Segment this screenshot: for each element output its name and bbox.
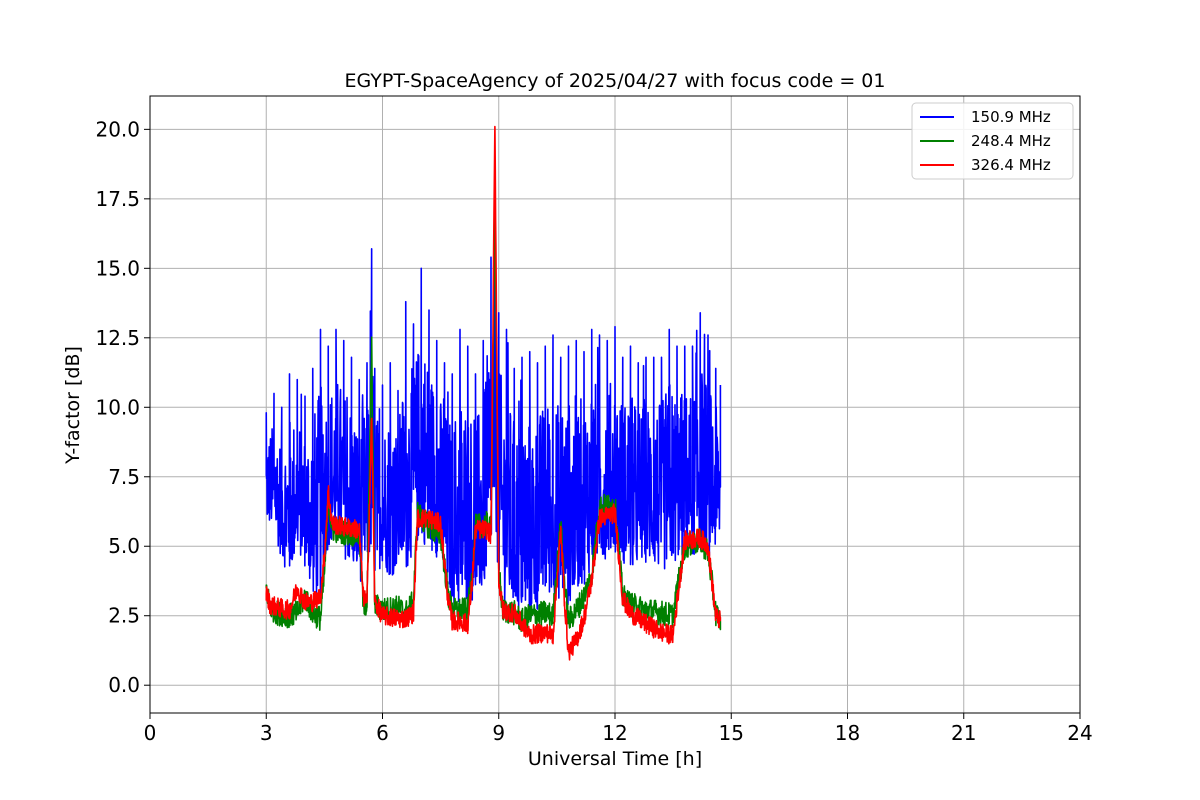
x-tick-label: 6 (376, 721, 389, 745)
series-layer (265, 125, 722, 661)
legend-label: 150.9 MHz (971, 108, 1051, 126)
legend-label: 326.4 MHz (971, 156, 1051, 174)
x-tick-label: 9 (492, 721, 505, 745)
x-tick-label: 12 (602, 721, 627, 745)
y-tick-label: 12.5 (95, 326, 140, 350)
chart-title: EGYPT-SpaceAgency of 2025/04/27 with foc… (345, 70, 886, 92)
legend: 150.9 MHz 248.4 MHz 326.4 MHz (911, 102, 1074, 180)
y-tick-label: 2.5 (108, 604, 140, 628)
x-tick-label: 0 (144, 721, 157, 745)
x-tick-label: 15 (719, 721, 744, 745)
x-axis: 0 3 6 9 12 15 18 21 24 (144, 713, 1093, 745)
y-tick-label: 15.0 (95, 256, 140, 280)
y-tick-label: 17.5 (95, 187, 140, 211)
y-tick-label: 0.0 (108, 673, 140, 697)
x-tick-label: 24 (1067, 721, 1092, 745)
y-tick-label: 5.0 (108, 534, 140, 558)
legend-box (911, 102, 1074, 180)
x-tick-label: 3 (260, 721, 273, 745)
legend-label: 248.4 MHz (971, 132, 1051, 150)
x-axis-label: Universal Time [h] (528, 748, 702, 770)
y-tick-label: 10.0 (95, 395, 140, 419)
y-axis-label: Y-factor [dB] (62, 346, 84, 465)
x-tick-label: 18 (835, 721, 860, 745)
y-axis: 0.0 2.5 5.0 7.5 10.0 12.5 15.0 17.5 20.0 (95, 117, 150, 697)
y-tick-label: 20.0 (95, 117, 140, 141)
x-tick-label: 21 (951, 721, 976, 745)
series-line-326-4-mhz (265, 125, 722, 661)
y-tick-label: 7.5 (108, 465, 140, 489)
